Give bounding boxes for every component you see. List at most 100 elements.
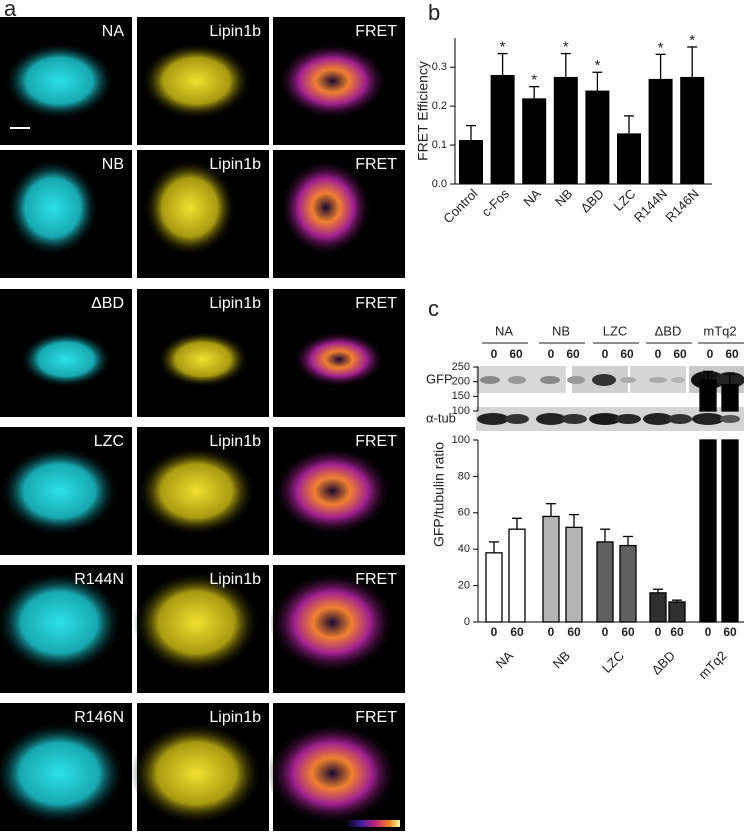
blot-time-label: 0 [707, 347, 714, 361]
bar [508, 528, 526, 623]
group-label: ΔBD [649, 648, 679, 678]
bar [553, 76, 578, 184]
bar [596, 541, 614, 623]
error-bar [703, 370, 713, 381]
cell [19, 331, 113, 388]
blot-group-label: NB [552, 323, 570, 338]
bar-lower [721, 439, 739, 623]
cell [140, 42, 252, 120]
error-bar [497, 52, 508, 75]
error-bar [569, 513, 579, 528]
channel-label: Lipin1b [209, 433, 261, 450]
y-tick-label: 0.0 [432, 178, 447, 190]
error-bar [687, 46, 698, 77]
bar-upper [721, 383, 739, 412]
y-tick-label: 0 [464, 616, 470, 628]
y-tick-label: 20 [458, 580, 470, 592]
error-bar [672, 599, 682, 602]
error-bar [624, 115, 634, 134]
channel-label: Lipin1b [209, 571, 261, 588]
cell [133, 571, 260, 674]
bar [522, 98, 547, 184]
error-bar [623, 535, 633, 546]
significance: * [563, 39, 569, 56]
x-tick-label: NA [520, 186, 544, 210]
cell [130, 722, 263, 825]
x-tick-label: LZC [611, 186, 639, 214]
x-tick-label: R146N [663, 186, 702, 225]
channel-label: FRET [355, 571, 397, 588]
blot-time-label: 0 [602, 347, 609, 361]
cell [0, 446, 119, 536]
bar [585, 90, 610, 184]
blot-time-label: 60 [566, 347, 580, 361]
significance: * [658, 39, 664, 56]
channel-label: R146N [74, 709, 124, 726]
channel-label: Lipin1b [209, 295, 261, 312]
error-bar [466, 124, 476, 141]
x-tick-label: 0 [705, 625, 712, 639]
channel-label: Lipin1b [209, 23, 261, 40]
x-tick-label: ΔBD [577, 186, 607, 216]
channel-label: FRET [355, 433, 397, 450]
error-bar [655, 53, 666, 79]
y-tick-label: 200 [452, 376, 470, 388]
blot-time-label: 60 [725, 347, 739, 361]
cell [137, 446, 256, 536]
blot-time-label: 0 [548, 347, 555, 361]
cell [143, 158, 236, 257]
blot-group-label: ΔBD [655, 323, 682, 338]
channel-label: FRET [355, 709, 397, 726]
x-tick-label: NB [552, 186, 575, 209]
y-tick-label: 100 [452, 405, 470, 417]
y-tick-label: 80 [458, 470, 470, 482]
y-tick-label: 40 [458, 543, 470, 555]
x-tick-label: c-Fos [479, 186, 513, 220]
bar [542, 515, 560, 623]
bar [617, 133, 641, 184]
error-bar [546, 503, 556, 517]
x-tick-label: 60 [621, 625, 635, 639]
channel-label: NA [102, 23, 125, 40]
channel-label: NB [102, 156, 124, 173]
bar [459, 140, 483, 184]
error-bar [592, 71, 603, 91]
group-label: NB [550, 648, 573, 671]
error-bar [653, 588, 663, 593]
cell [273, 446, 392, 536]
y-tick-label: 0.2 [432, 100, 447, 112]
significance: * [689, 32, 695, 49]
x-tick-label: Control [440, 186, 480, 226]
bar [680, 76, 705, 184]
error-bar [725, 373, 735, 385]
group-label: NA [493, 648, 517, 672]
y-tick-label: 60 [458, 507, 470, 519]
y-tick-label: 0.3 [432, 61, 447, 73]
x-tick-label: R144N [631, 186, 670, 225]
bar [648, 78, 673, 184]
bar [668, 601, 686, 623]
significance: * [531, 72, 537, 89]
panel-label: b [428, 0, 440, 25]
y-tick-label: 150 [452, 390, 470, 402]
cell [269, 571, 396, 674]
x-tick-label: 0 [548, 625, 555, 639]
error-bar [512, 517, 522, 530]
error-bar [489, 541, 499, 553]
bar-upper [699, 379, 717, 412]
error-bar [600, 528, 610, 542]
cell [276, 42, 388, 120]
blot-time-label: 60 [673, 347, 687, 361]
blot-group-label: mTq2 [703, 323, 736, 338]
cell [3, 42, 115, 120]
cell [0, 722, 126, 825]
bar [619, 544, 637, 623]
cell [0, 571, 123, 674]
blot-time-label: 60 [620, 347, 634, 361]
bar-lower [699, 439, 717, 623]
blot-images [476, 366, 744, 431]
error-bar [560, 52, 571, 77]
blot-row-label: α-tub [426, 410, 456, 425]
cell [156, 331, 250, 388]
